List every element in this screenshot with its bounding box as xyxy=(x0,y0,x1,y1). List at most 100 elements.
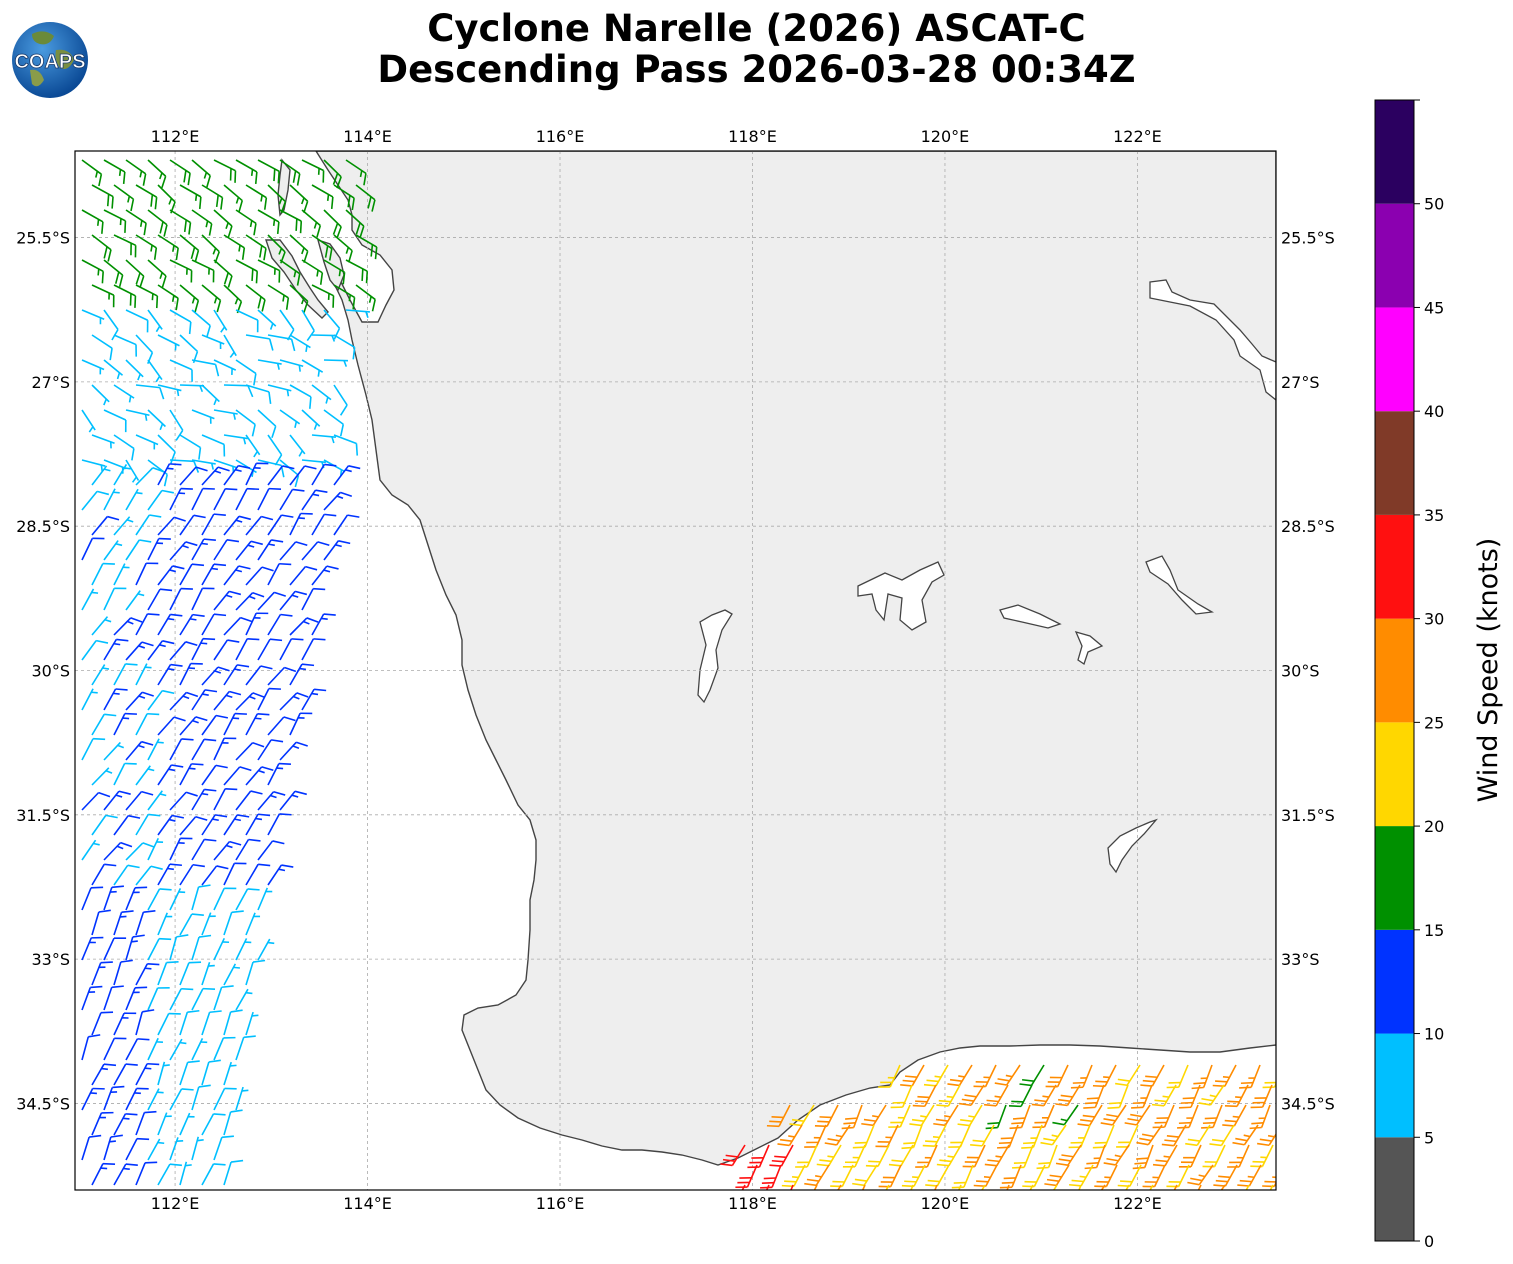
wind-barb xyxy=(135,434,159,450)
wind-barb xyxy=(861,1104,887,1127)
wind-barb xyxy=(103,259,124,287)
wind-barb xyxy=(257,539,284,561)
wind-barb xyxy=(733,1184,746,1190)
wind-barb xyxy=(257,938,275,961)
wind-barb xyxy=(257,259,281,283)
wind-barb xyxy=(213,787,238,811)
wind-barb xyxy=(213,690,242,711)
wind-barb xyxy=(113,1163,138,1186)
wind-barb xyxy=(235,1086,249,1111)
wind-barb xyxy=(245,566,274,586)
wind-barb xyxy=(245,665,273,686)
wind-barb xyxy=(888,1144,914,1167)
wind-barb xyxy=(912,1084,937,1108)
wind-barb xyxy=(169,259,193,283)
wind-barb xyxy=(1071,1184,1082,1190)
wind-barb xyxy=(257,638,283,661)
wind-barb xyxy=(157,1163,183,1186)
wind-barb xyxy=(113,284,137,308)
wind-barb xyxy=(257,159,280,184)
wind-barb xyxy=(1020,1184,1034,1190)
wind-barb xyxy=(81,737,106,761)
wind-barb xyxy=(179,1161,192,1186)
wind-barb xyxy=(201,384,220,406)
lon-tick-label: 114°E xyxy=(343,1194,392,1213)
wind-barb xyxy=(103,587,127,611)
wind-barb xyxy=(345,159,367,186)
wind-barb xyxy=(213,487,238,511)
wind-barb xyxy=(125,842,155,861)
wind-barb xyxy=(257,687,281,711)
lat-tick-label: 34.5°S xyxy=(1281,1094,1335,1113)
wind-barb xyxy=(311,184,334,210)
wind-barb xyxy=(235,692,265,711)
wind-barb xyxy=(213,309,228,333)
wind-barb xyxy=(1178,1084,1201,1109)
wind-barb xyxy=(113,1113,138,1136)
wind-barb xyxy=(179,1060,200,1086)
lat-tick-label: 25.5°S xyxy=(16,229,70,248)
colorbar-bin xyxy=(1375,618,1414,723)
wind-barb xyxy=(1262,1064,1276,1089)
wind-barb xyxy=(1012,1144,1034,1169)
wind-barb xyxy=(81,936,104,961)
wind-barb xyxy=(169,888,186,911)
wind-barb xyxy=(852,1124,875,1149)
wind-barb xyxy=(81,209,104,234)
wind-barb xyxy=(179,913,204,936)
wind-barb xyxy=(267,613,293,636)
wind-barb xyxy=(257,359,282,370)
wind-barb xyxy=(973,1164,998,1188)
wind-barb xyxy=(135,1110,157,1136)
wind-barb xyxy=(201,1059,221,1086)
wind-barb xyxy=(311,463,337,486)
wind-barb xyxy=(1100,1104,1127,1126)
wind-barb xyxy=(766,1104,791,1128)
wind-barb xyxy=(201,1010,222,1036)
wind-barb xyxy=(135,1161,158,1186)
wind-barb xyxy=(191,487,215,511)
wind-barb xyxy=(842,1144,866,1168)
wind-barb xyxy=(157,1012,181,1036)
wind-barb xyxy=(147,537,171,561)
wind-barb xyxy=(323,409,345,437)
lon-tick-label: 112°E xyxy=(151,127,200,146)
wind-barb xyxy=(91,465,111,486)
wind-barb xyxy=(125,986,148,1011)
wind-barb xyxy=(191,738,217,761)
wind-barb xyxy=(191,309,211,338)
wind-barb xyxy=(289,712,313,736)
wind-barb xyxy=(301,209,322,238)
wind-barb xyxy=(191,689,218,711)
wind-barb xyxy=(323,359,349,367)
wind-barb xyxy=(289,465,317,486)
wind-barb xyxy=(1237,1164,1262,1187)
wind-barb xyxy=(147,409,166,431)
wind-barb xyxy=(125,409,150,421)
wind-barb xyxy=(933,1104,959,1127)
wind-barb xyxy=(81,688,98,711)
wind-barb xyxy=(973,1064,997,1088)
wind-barb xyxy=(323,209,342,239)
lat-tick-label: 30°S xyxy=(1281,662,1320,681)
wind-barb xyxy=(323,259,346,285)
lon-tick-label: 116°E xyxy=(536,127,585,146)
wind-barb xyxy=(169,987,194,1011)
wind-barb xyxy=(191,538,216,561)
wind-barb xyxy=(289,512,313,536)
wind-barb xyxy=(201,666,230,686)
colorbar-tick-label: 5 xyxy=(1424,1128,1434,1147)
wind-barb xyxy=(1055,1084,1081,1107)
wind-barb xyxy=(223,1061,237,1086)
wind-barb xyxy=(1191,1064,1213,1090)
wind-barb xyxy=(289,663,315,686)
wind-barb xyxy=(113,1012,137,1036)
wind-barb xyxy=(1222,1104,1247,1127)
wind-barb xyxy=(1232,1124,1259,1146)
wind-barb xyxy=(113,516,134,536)
wind-barb xyxy=(223,1109,243,1136)
lon-tick-label: 114°E xyxy=(343,127,392,146)
wind-barb xyxy=(279,590,308,611)
wind-barb xyxy=(1166,1064,1189,1089)
wind-barb xyxy=(147,159,167,188)
